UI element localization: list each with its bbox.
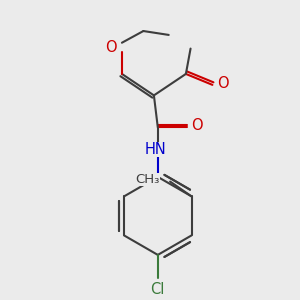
Text: O: O	[191, 118, 202, 134]
Text: O: O	[105, 40, 117, 55]
Text: Cl: Cl	[151, 282, 165, 297]
Text: O: O	[217, 76, 229, 91]
Text: CH₃: CH₃	[135, 173, 160, 186]
Text: HN: HN	[145, 142, 167, 157]
